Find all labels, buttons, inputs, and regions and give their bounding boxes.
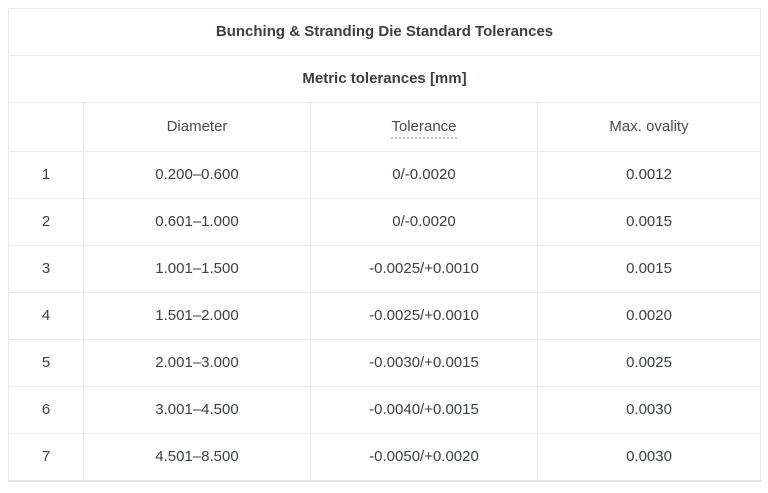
table-subtitle: Metric tolerances [mm] — [7, 55, 762, 103]
column-header-index — [8, 102, 84, 152]
max-ovality-cell: 0.0012 — [536, 151, 762, 199]
row-number-cell: 1 — [8, 151, 84, 199]
table-row: 7 4.501–8.500 -0.0050/+0.0020 0.0030 — [8, 433, 762, 482]
diameter-cell: 1.501–2.000 — [83, 292, 311, 340]
diameter-cell: 2.001–3.000 — [83, 339, 311, 387]
diameter-cell: 0.200–0.600 — [83, 151, 311, 199]
max-ovality-cell: 0.0015 — [536, 198, 762, 246]
column-header-ovality: Max. ovality — [536, 102, 762, 152]
tolerance-tooltip-trigger[interactable]: Tolerance — [391, 118, 457, 139]
max-ovality-cell: 0.0030 — [536, 386, 762, 434]
table-row: 1 0.200–0.600 0/-0.0020 0.0012 — [8, 151, 762, 199]
column-header-tolerance: Tolerance — [310, 102, 538, 152]
row-number-cell: 7 — [8, 433, 84, 482]
table-header-row: Diameter Tolerance Max. ovality — [8, 102, 762, 152]
tolerance-cell: -0.0025/+0.0010 — [310, 292, 538, 340]
table-row: 6 3.001–4.500 -0.0040/+0.0015 0.0030 — [8, 386, 762, 434]
tolerance-cell: -0.0025/+0.0010 — [310, 245, 538, 293]
diameter-cell: 1.001–1.500 — [83, 245, 311, 293]
tolerance-cell: 0/-0.0020 — [310, 151, 538, 199]
table-row: 4 1.501–2.000 -0.0025/+0.0010 0.0020 — [8, 292, 762, 340]
table-title-row: Bunching & Stranding Die Standard Tolera… — [7, 8, 762, 56]
tolerance-cell: 0/-0.0020 — [310, 198, 538, 246]
column-header-diameter: Diameter — [83, 102, 311, 152]
max-ovality-cell: 0.0025 — [536, 339, 762, 387]
diameter-cell: 0.601–1.000 — [83, 198, 311, 246]
diameter-cell: 3.001–4.500 — [83, 386, 311, 434]
row-number-cell: 5 — [8, 339, 84, 387]
tolerance-cell: -0.0050/+0.0020 — [310, 433, 538, 482]
row-number-cell: 2 — [8, 198, 84, 246]
max-ovality-cell: 0.0030 — [536, 433, 762, 482]
table-subtitle-row: Metric tolerances [mm] — [7, 55, 762, 103]
diameter-cell: 4.501–8.500 — [83, 433, 311, 482]
tolerance-cell: -0.0030/+0.0015 — [310, 339, 538, 387]
tolerance-cell: -0.0040/+0.0015 — [310, 386, 538, 434]
table-row: 5 2.001–3.000 -0.0030/+0.0015 0.0025 — [8, 339, 762, 387]
tolerances-table: Bunching & Stranding Die Standard Tolera… — [7, 8, 762, 482]
max-ovality-cell: 0.0020 — [536, 292, 762, 340]
row-number-cell: 4 — [8, 292, 84, 340]
table-row: 2 0.601–1.000 0/-0.0020 0.0015 — [8, 198, 762, 246]
row-number-cell: 3 — [8, 245, 84, 293]
row-number-cell: 6 — [8, 386, 84, 434]
table-body: 1 0.200–0.600 0/-0.0020 0.0012 2 0.601–1… — [8, 151, 762, 482]
table-row: 3 1.001–1.500 -0.0025/+0.0010 0.0015 — [8, 245, 762, 293]
table-title: Bunching & Stranding Die Standard Tolera… — [7, 8, 762, 56]
max-ovality-cell: 0.0015 — [536, 245, 762, 293]
